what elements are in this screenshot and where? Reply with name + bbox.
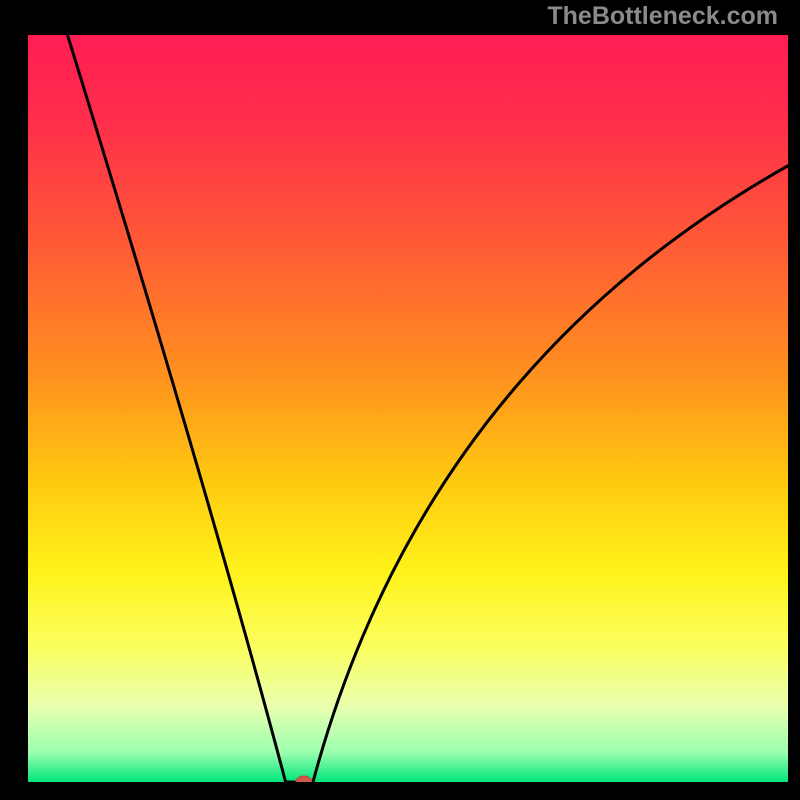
optimum-marker [296,776,312,782]
chart-container: TheBottleneck.com [0,0,800,800]
bottleneck-curve-path [68,35,788,782]
bottleneck-curve-svg [28,35,788,782]
watermark-text: TheBottleneck.com [547,2,778,31]
plot-area [28,35,788,782]
